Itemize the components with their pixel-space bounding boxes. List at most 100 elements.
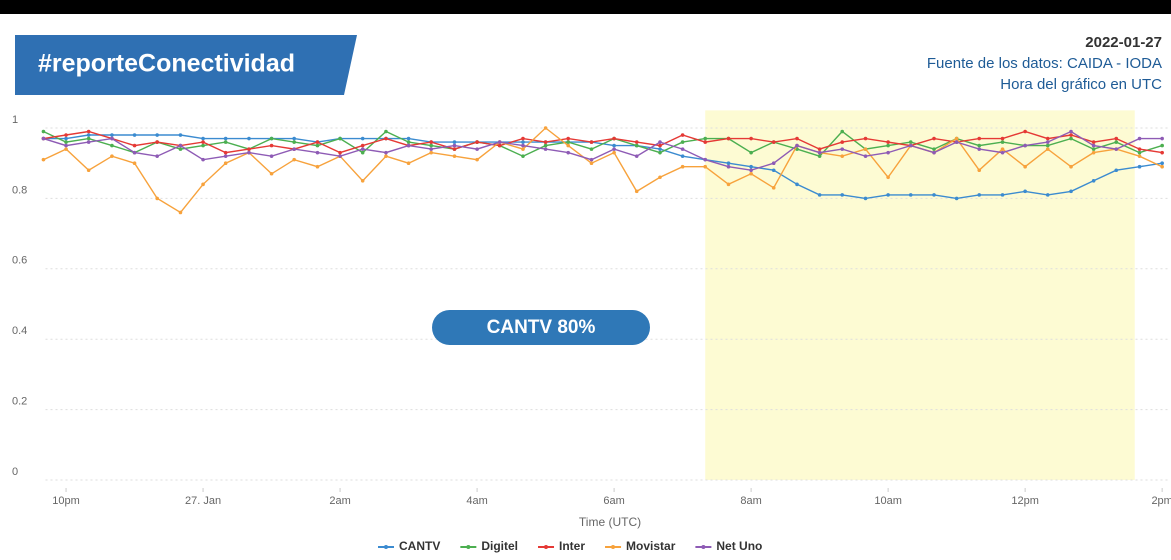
point bbox=[543, 126, 548, 130]
point bbox=[658, 140, 662, 144]
point bbox=[1045, 147, 1050, 151]
point bbox=[703, 136, 708, 141]
point bbox=[269, 143, 274, 148]
point bbox=[817, 193, 822, 197]
point bbox=[155, 196, 159, 201]
point bbox=[1045, 193, 1050, 197]
point bbox=[1091, 143, 1096, 148]
point bbox=[566, 140, 571, 144]
plot-area: 0 0.2 0.4 0.6 0.8 1 10pm 27. Jan 2am 4am 6am 8am 10a… bbox=[12, 110, 1171, 507]
y-tick-label: 0.2 bbox=[12, 396, 27, 408]
point bbox=[86, 136, 91, 141]
point bbox=[64, 143, 68, 148]
point bbox=[634, 154, 639, 158]
point bbox=[452, 154, 457, 158]
point bbox=[795, 143, 799, 148]
legend-label: Inter bbox=[559, 539, 585, 553]
point bbox=[315, 140, 320, 144]
point bbox=[292, 157, 296, 162]
point bbox=[201, 136, 205, 141]
point bbox=[977, 193, 982, 197]
point bbox=[497, 143, 502, 148]
point bbox=[1114, 136, 1119, 141]
point bbox=[932, 136, 936, 141]
x-tick-label: 2am bbox=[329, 495, 350, 507]
point bbox=[612, 143, 616, 148]
y-tick-label: 0.6 bbox=[12, 255, 27, 267]
point bbox=[886, 175, 890, 180]
point bbox=[110, 136, 114, 141]
point bbox=[589, 157, 594, 162]
point bbox=[886, 193, 890, 197]
point bbox=[795, 136, 799, 141]
point bbox=[886, 150, 890, 155]
point bbox=[977, 147, 982, 151]
point bbox=[680, 140, 685, 144]
subtitle: Hora del gráfico en UTC bbox=[1000, 76, 1162, 93]
point bbox=[1069, 164, 1073, 169]
series-line bbox=[43, 130, 1163, 158]
point bbox=[726, 136, 731, 141]
legend-swatch-dot bbox=[701, 545, 706, 549]
point bbox=[132, 161, 137, 165]
point bbox=[86, 133, 91, 137]
point bbox=[1114, 147, 1119, 151]
point bbox=[771, 168, 776, 173]
point bbox=[749, 150, 753, 155]
point bbox=[475, 140, 479, 144]
point bbox=[269, 154, 274, 158]
point bbox=[338, 154, 342, 158]
point bbox=[886, 140, 890, 144]
point bbox=[315, 164, 320, 169]
point bbox=[360, 147, 365, 151]
point bbox=[726, 182, 731, 187]
point bbox=[954, 136, 959, 141]
point bbox=[612, 147, 616, 151]
series-line bbox=[43, 130, 1163, 171]
point bbox=[497, 140, 502, 144]
point bbox=[269, 136, 274, 141]
point bbox=[452, 140, 457, 144]
point bbox=[86, 168, 91, 173]
point bbox=[703, 140, 708, 144]
point bbox=[1023, 189, 1027, 194]
point bbox=[132, 150, 137, 155]
x-tick-label: 27. Jan bbox=[185, 495, 221, 507]
series-line bbox=[43, 130, 1163, 154]
point bbox=[360, 179, 365, 183]
point bbox=[1160, 150, 1164, 155]
subtitle: Fuente de los datos: CAIDA - IODA bbox=[927, 55, 1162, 72]
legend-swatch-dot bbox=[466, 545, 471, 549]
point bbox=[543, 143, 548, 148]
point bbox=[749, 171, 753, 176]
legend-label: Net Uno bbox=[716, 539, 762, 553]
point bbox=[247, 136, 251, 141]
point bbox=[178, 210, 183, 215]
point bbox=[658, 143, 662, 148]
point bbox=[384, 136, 388, 141]
point bbox=[840, 193, 845, 197]
point bbox=[406, 143, 411, 148]
point bbox=[521, 140, 525, 144]
point bbox=[155, 133, 159, 137]
point bbox=[178, 133, 183, 137]
point bbox=[315, 143, 320, 148]
point bbox=[41, 157, 46, 162]
point bbox=[1137, 150, 1142, 155]
x-tick-label: 2pm bbox=[1151, 495, 1171, 507]
point bbox=[452, 143, 457, 148]
point bbox=[1069, 129, 1073, 134]
point bbox=[658, 147, 662, 151]
point bbox=[1114, 168, 1119, 173]
point bbox=[86, 129, 91, 134]
point bbox=[521, 143, 525, 148]
legend-label: Digitel bbox=[481, 539, 518, 553]
point bbox=[749, 164, 753, 169]
point bbox=[749, 168, 753, 173]
point bbox=[155, 154, 159, 158]
top-bar bbox=[0, 0, 1171, 14]
point bbox=[41, 136, 46, 141]
point bbox=[155, 140, 159, 144]
point bbox=[384, 154, 388, 158]
point bbox=[406, 136, 411, 141]
